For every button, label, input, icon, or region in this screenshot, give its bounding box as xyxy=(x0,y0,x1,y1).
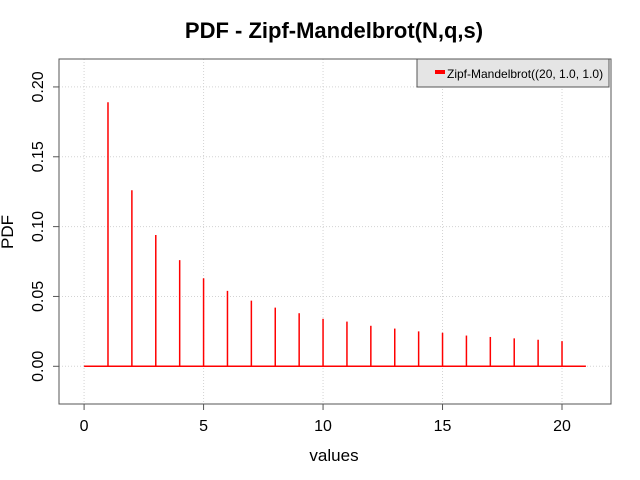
grid xyxy=(59,59,611,404)
y-axis: 0.00 0.05 0.10 0.15 0.20 xyxy=(30,71,59,382)
x-axis: 0 5 10 15 20 xyxy=(80,404,571,435)
y-tick-label: 0.10 xyxy=(30,211,47,242)
x-tick-label: 20 xyxy=(553,418,571,435)
x-tick-label: 0 xyxy=(80,418,89,435)
x-tick-label: 10 xyxy=(314,418,332,435)
plot-frame xyxy=(58,58,612,405)
x-axis-label: values xyxy=(309,446,358,465)
legend: Zipf-Mandelbrot((20, 1.0, 1.0) xyxy=(416,58,610,88)
legend-swatch xyxy=(435,70,445,74)
data-marks xyxy=(84,102,586,368)
y-axis-label: PDF xyxy=(0,215,17,249)
y-tick-label: 0.05 xyxy=(30,281,47,312)
y-tick-label: 0.15 xyxy=(30,141,47,172)
x-tick-label: 15 xyxy=(434,418,452,435)
legend-box xyxy=(416,58,610,88)
y-tick-label: 0.20 xyxy=(30,71,47,102)
y-tick-label: 0.00 xyxy=(30,351,47,382)
legend-label: Zipf-Mandelbrot((20, 1.0, 1.0) xyxy=(447,67,603,81)
x-tick-label: 5 xyxy=(199,418,208,435)
chart-title: PDF - Zipf-Mandelbrot(N,q,s) xyxy=(185,18,483,43)
